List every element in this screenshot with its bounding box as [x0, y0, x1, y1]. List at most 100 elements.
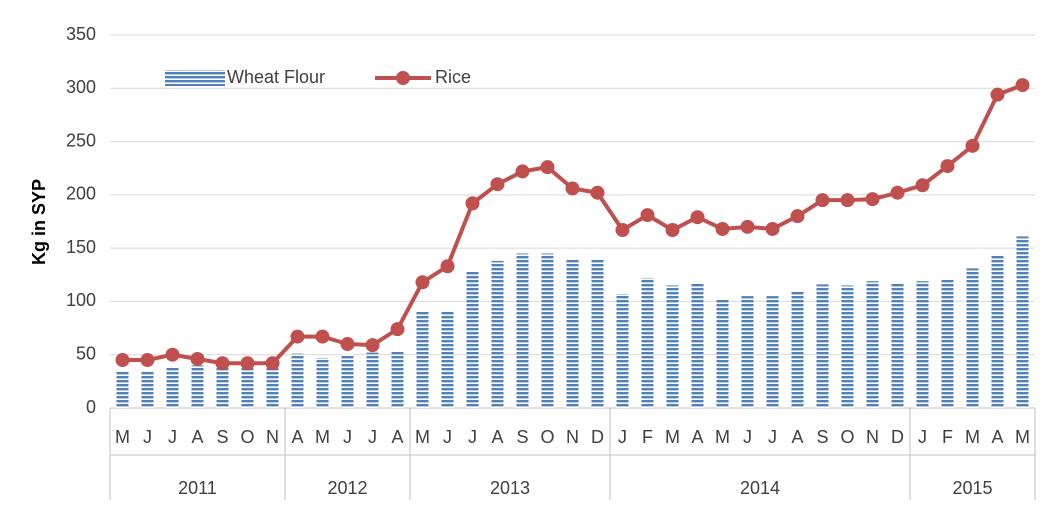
marker: [915, 178, 930, 193]
marker: [190, 351, 205, 366]
marker: [165, 347, 180, 362]
marker: [965, 138, 980, 153]
bar: [391, 351, 404, 408]
bar: [916, 281, 929, 408]
marker: [440, 259, 455, 274]
bar: [691, 283, 704, 408]
legend-label: Rice: [435, 67, 471, 87]
x-tick-label: D: [891, 427, 904, 447]
y-tick-label: 300: [66, 77, 96, 97]
x-tick-label: N: [266, 427, 279, 447]
marker: [140, 353, 155, 368]
bar: [166, 367, 179, 408]
y-tick-label: 350: [66, 24, 96, 44]
marker: [265, 356, 280, 371]
bar: [441, 311, 454, 408]
x-tick-label: M: [715, 427, 730, 447]
marker: [240, 356, 255, 371]
x-tick-label: M: [415, 427, 430, 447]
marker: [1015, 78, 1030, 93]
bar: [266, 365, 279, 408]
year-label: 2015: [952, 478, 992, 498]
year-label: 2013: [490, 478, 530, 498]
marker: [990, 87, 1005, 102]
marker: [540, 160, 555, 175]
marker: [115, 353, 130, 368]
y-tick-label: 200: [66, 184, 96, 204]
bar: [216, 366, 229, 408]
x-tick-label: A: [191, 427, 203, 447]
bar: [941, 279, 954, 408]
x-tick-label: J: [618, 427, 627, 447]
marker: [615, 223, 630, 238]
bar: [841, 285, 854, 408]
bar: [416, 311, 429, 408]
x-tick-label: N: [866, 427, 879, 447]
bar: [716, 299, 729, 408]
x-tick-label: O: [840, 427, 854, 447]
y-tick-label: 0: [86, 397, 96, 417]
marker: [715, 221, 730, 236]
x-tick-label: S: [216, 427, 228, 447]
bar: [516, 253, 529, 408]
bar: [966, 268, 979, 408]
marker: [565, 181, 580, 196]
marker: [315, 329, 330, 344]
x-tick-label: J: [743, 427, 752, 447]
marker: [815, 193, 830, 208]
bar: [141, 370, 154, 408]
bar: [616, 293, 629, 408]
x-tick-label: A: [691, 427, 703, 447]
marker: [940, 159, 955, 174]
marker: [340, 337, 355, 352]
x-tick-label: J: [343, 427, 352, 447]
bar: [191, 365, 204, 408]
y-tick-label: 100: [66, 290, 96, 310]
marker: [840, 193, 855, 208]
marker: [490, 177, 505, 192]
y-tick-label: 50: [76, 343, 96, 363]
x-tick-label: A: [491, 427, 503, 447]
marker: [665, 223, 680, 238]
bar: [116, 370, 129, 408]
bar: [741, 296, 754, 408]
y-tick-label: 150: [66, 237, 96, 257]
x-tick-label: O: [540, 427, 554, 447]
marker: [390, 322, 405, 337]
bar: [991, 254, 1004, 408]
bar: [316, 357, 329, 408]
bar: [366, 352, 379, 408]
x-tick-label: J: [918, 427, 927, 447]
bar: [241, 365, 254, 408]
marker: [790, 209, 805, 224]
x-tick-label: J: [468, 427, 477, 447]
bar: [891, 283, 904, 408]
bar: [491, 260, 504, 408]
legend-swatch: [165, 70, 225, 86]
bar: [341, 354, 354, 408]
marker: [765, 221, 780, 236]
legend-swatch: [396, 71, 410, 85]
x-tick-label: M: [115, 427, 130, 447]
bar: [1016, 236, 1029, 408]
y-axis-label: Kg in SYP: [29, 179, 49, 265]
marker: [690, 210, 705, 225]
bar: [766, 296, 779, 408]
bar: [791, 290, 804, 408]
year-label: 2011: [178, 478, 217, 498]
bar: [641, 277, 654, 408]
x-tick-label: M: [665, 427, 680, 447]
bar: [541, 253, 554, 408]
x-tick-label: S: [816, 427, 828, 447]
x-tick-label: O: [240, 427, 254, 447]
year-label: 2014: [740, 478, 780, 498]
bar: [291, 353, 304, 408]
bar: [591, 258, 604, 408]
legend-label: Wheat Flour: [227, 67, 325, 87]
bar: [466, 270, 479, 408]
x-tick-label: J: [443, 427, 452, 447]
y-tick-label: 250: [66, 130, 96, 150]
bar: [666, 285, 679, 408]
marker: [515, 164, 530, 179]
marker: [465, 196, 480, 211]
